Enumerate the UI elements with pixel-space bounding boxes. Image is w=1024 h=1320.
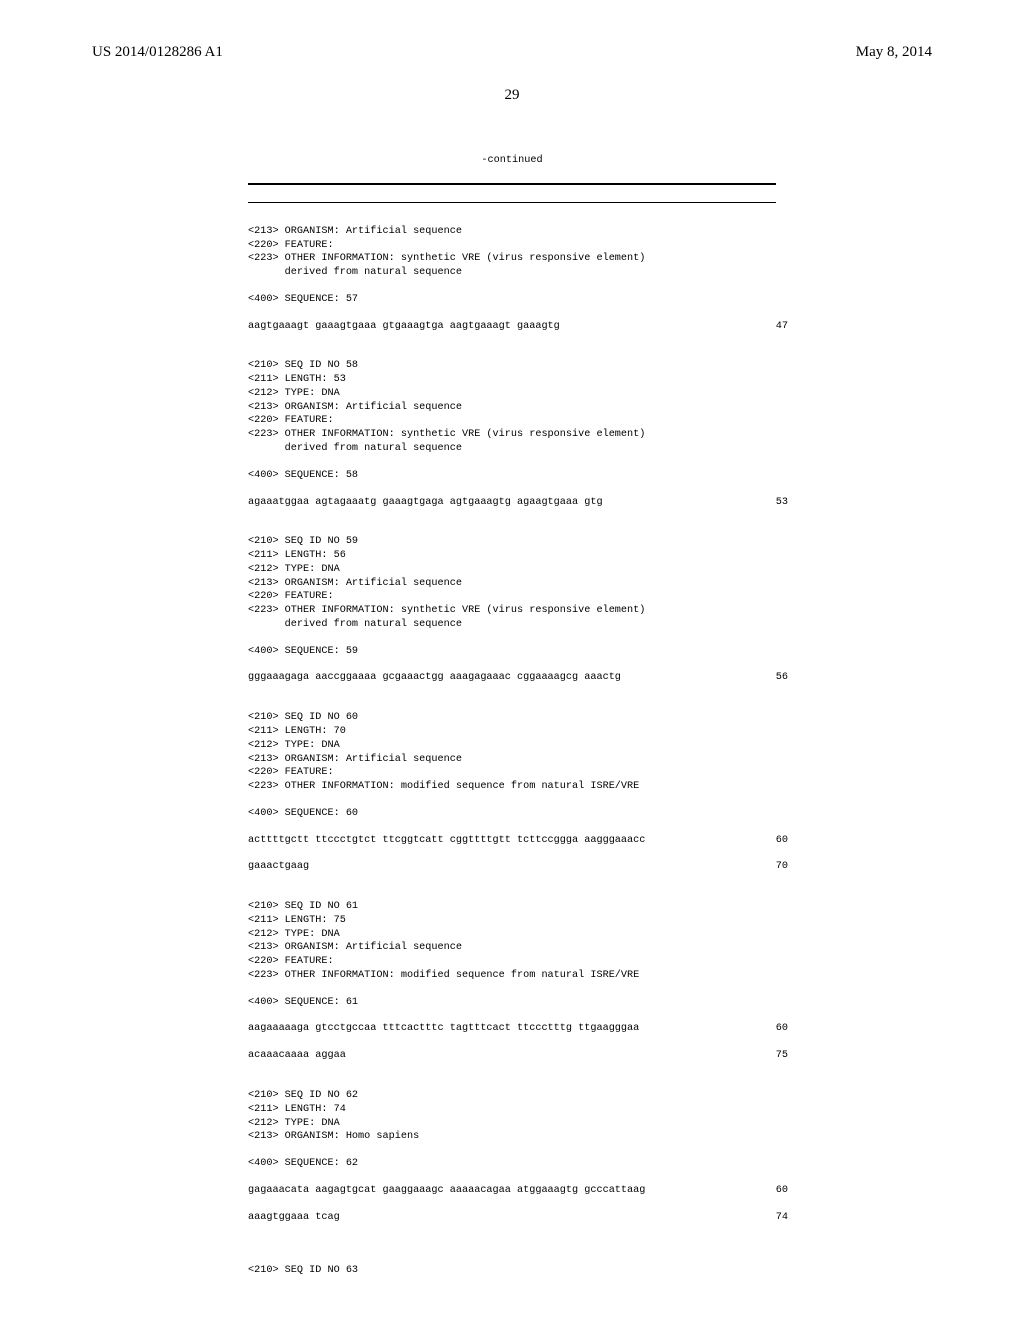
sequence-text: gagaaacata aagagtgcat gaaggaaagc aaaaaca…: [248, 1184, 645, 1198]
sequence-text: aaagtggaaa tcag: [248, 1211, 340, 1225]
sequence-position: 53: [776, 496, 788, 510]
meta-line: <212> TYPE: DNA: [248, 563, 776, 577]
meta-line: <220> FEATURE:: [248, 590, 776, 604]
meta-line: <220> FEATURE:: [248, 239, 776, 253]
sequence-label: <400> SEQUENCE: 57: [248, 293, 776, 307]
meta-line: <213> ORGANISM: Artificial sequence: [248, 401, 776, 415]
pub-date: May 8, 2014: [856, 44, 932, 61]
sequence-row: acaaacaaaa aggaa 75: [248, 1049, 788, 1063]
meta-line: <223> OTHER INFORMATION: synthetic VRE (…: [248, 252, 776, 266]
meta-line: <223> OTHER INFORMATION: modified sequen…: [248, 969, 776, 983]
sequence-row: aagtgaaagt gaaagtgaaa gtgaaagtga aagtgaa…: [248, 320, 788, 334]
meta-line: <212> TYPE: DNA: [248, 1117, 776, 1131]
meta-line: <210> SEQ ID NO 62: [248, 1089, 776, 1103]
meta-line: <220> FEATURE:: [248, 955, 776, 969]
sequence-label: <400> SEQUENCE: 61: [248, 996, 776, 1010]
meta-line: <213> ORGANISM: Artificial sequence: [248, 577, 776, 591]
sequence-position: 70: [776, 860, 788, 874]
meta-line: derived from natural sequence: [248, 618, 776, 632]
sequence-row: gggaaagaga aaccggaaaa gcgaaactgg aaagaga…: [248, 671, 788, 685]
sequence-label: <400> SEQUENCE: 59: [248, 645, 776, 659]
rule-top: [248, 183, 776, 185]
sequence-row: gaaactgaag 70: [248, 860, 788, 874]
meta-line: <223> OTHER INFORMATION: synthetic VRE (…: [248, 604, 776, 618]
sequence-listing: -continued <213> ORGANISM: Artificial se…: [248, 140, 776, 1292]
meta-line: <210> SEQ ID NO 61: [248, 900, 776, 914]
trailing-line: <210> SEQ ID NO 63: [248, 1264, 776, 1278]
meta-line: <212> TYPE: DNA: [248, 387, 776, 401]
meta-line: <213> ORGANISM: Homo sapiens: [248, 1130, 776, 1144]
sequence-position: 60: [776, 1022, 788, 1036]
sequence-row: gagaaacata aagagtgcat gaaggaaagc aaaaaca…: [248, 1184, 788, 1198]
pub-number: US 2014/0128286 A1: [92, 44, 223, 61]
meta-line: <220> FEATURE:: [248, 766, 776, 780]
sequence-position: 75: [776, 1049, 788, 1063]
sequence-position: 60: [776, 834, 788, 848]
sequence-position: 56: [776, 671, 788, 685]
meta-line: <210> SEQ ID NO 58: [248, 359, 776, 373]
sequence-text: gggaaagaga aaccggaaaa gcgaaactgg aaagaga…: [248, 671, 621, 685]
meta-line: <211> LENGTH: 74: [248, 1103, 776, 1117]
page-header: US 2014/0128286 A1 May 8, 2014: [0, 0, 1024, 61]
rule-thin: [248, 202, 776, 203]
sequence-text: aagaaaaaga gtcctgccaa tttcactttc tagtttc…: [248, 1022, 639, 1036]
meta-line: <210> SEQ ID NO 60: [248, 711, 776, 725]
meta-line: <211> LENGTH: 70: [248, 725, 776, 739]
sequence-text: agaaatggaa agtagaaatg gaaagtgaga agtgaaa…: [248, 496, 603, 510]
page-number: 29: [0, 87, 1024, 104]
meta-line: <211> LENGTH: 53: [248, 373, 776, 387]
meta-line: <211> LENGTH: 75: [248, 914, 776, 928]
meta-line: <212> TYPE: DNA: [248, 739, 776, 753]
meta-line: derived from natural sequence: [248, 442, 776, 456]
sequence-row: aagaaaaaga gtcctgccaa tttcactttc tagtttc…: [248, 1022, 788, 1036]
meta-line: <212> TYPE: DNA: [248, 928, 776, 942]
sequence-row: aaagtggaaa tcag 74: [248, 1211, 788, 1225]
meta-line: <223> OTHER INFORMATION: modified sequen…: [248, 780, 776, 794]
meta-line: <210> SEQ ID NO 59: [248, 535, 776, 549]
meta-line: <213> ORGANISM: Artificial sequence: [248, 941, 776, 955]
sequence-row: acttttgctt ttccctgtct ttcggtcatt cggtttt…: [248, 834, 788, 848]
meta-line: <223> OTHER INFORMATION: synthetic VRE (…: [248, 428, 776, 442]
sequence-text: acttttgctt ttccctgtct ttcggtcatt cggtttt…: [248, 834, 645, 848]
sequence-row: agaaatggaa agtagaaatg gaaagtgaga agtgaaa…: [248, 496, 788, 510]
meta-line: <211> LENGTH: 56: [248, 549, 776, 563]
continued-label: -continued: [248, 154, 776, 168]
entries: <213> ORGANISM: Artificial sequence<220>…: [248, 225, 776, 1251]
meta-line: derived from natural sequence: [248, 266, 776, 280]
meta-line: <213> ORGANISM: Artificial sequence: [248, 225, 776, 239]
meta-line: <220> FEATURE:: [248, 414, 776, 428]
sequence-text: acaaacaaaa aggaa: [248, 1049, 346, 1063]
sequence-position: 47: [776, 320, 788, 334]
sequence-position: 74: [776, 1211, 788, 1225]
sequence-position: 60: [776, 1184, 788, 1198]
sequence-text: aagtgaaagt gaaagtgaaa gtgaaagtga aagtgaa…: [248, 320, 560, 334]
sequence-label: <400> SEQUENCE: 60: [248, 807, 776, 821]
sequence-text: gaaactgaag: [248, 860, 309, 874]
sequence-label: <400> SEQUENCE: 62: [248, 1157, 776, 1171]
meta-line: <213> ORGANISM: Artificial sequence: [248, 753, 776, 767]
sequence-label: <400> SEQUENCE: 58: [248, 469, 776, 483]
